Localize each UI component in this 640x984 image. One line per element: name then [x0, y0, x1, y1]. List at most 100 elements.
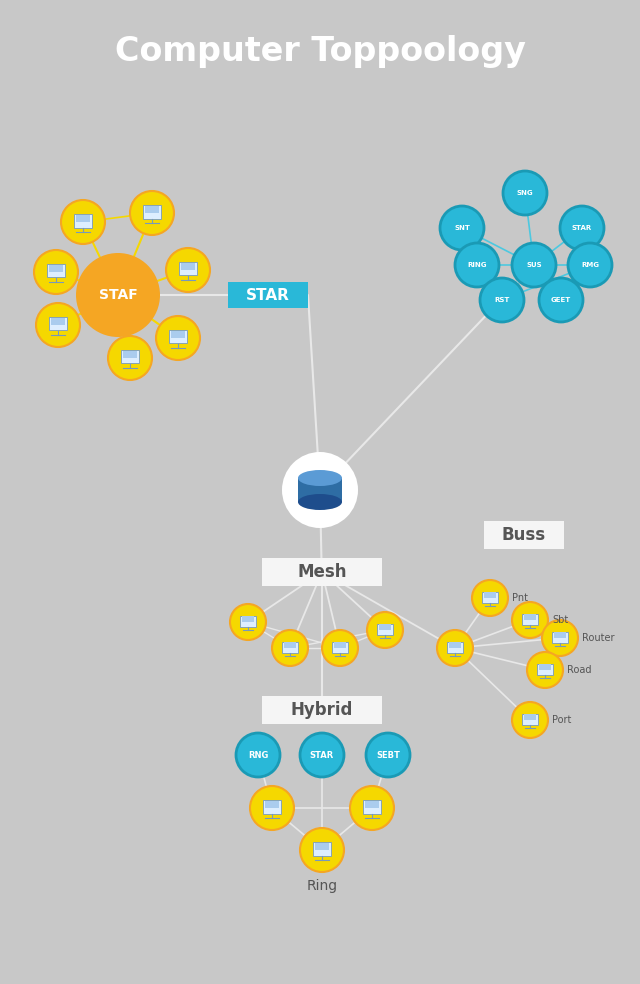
Circle shape	[272, 630, 308, 666]
FancyBboxPatch shape	[332, 642, 348, 652]
FancyBboxPatch shape	[522, 713, 538, 724]
Circle shape	[250, 786, 294, 830]
FancyBboxPatch shape	[170, 331, 186, 338]
FancyBboxPatch shape	[447, 642, 463, 652]
FancyBboxPatch shape	[554, 633, 566, 638]
Text: SEBT: SEBT	[376, 751, 400, 760]
Circle shape	[560, 206, 604, 250]
Circle shape	[512, 702, 548, 738]
FancyBboxPatch shape	[180, 263, 195, 270]
Circle shape	[282, 452, 358, 528]
FancyBboxPatch shape	[51, 318, 65, 325]
Circle shape	[236, 733, 280, 777]
Circle shape	[166, 248, 210, 292]
Circle shape	[34, 250, 78, 294]
FancyBboxPatch shape	[242, 616, 254, 622]
Circle shape	[36, 303, 80, 347]
FancyBboxPatch shape	[522, 614, 538, 625]
Circle shape	[503, 171, 547, 215]
Circle shape	[455, 243, 499, 287]
FancyBboxPatch shape	[241, 616, 255, 627]
Text: Hybrid: Hybrid	[291, 701, 353, 719]
Circle shape	[76, 253, 160, 337]
Ellipse shape	[298, 470, 342, 486]
Text: Buss: Buss	[502, 526, 546, 544]
Text: RNG: RNG	[248, 751, 268, 760]
FancyBboxPatch shape	[264, 801, 280, 808]
Circle shape	[130, 191, 174, 235]
FancyBboxPatch shape	[484, 521, 564, 549]
FancyBboxPatch shape	[262, 558, 382, 586]
FancyBboxPatch shape	[378, 624, 393, 635]
Circle shape	[539, 278, 583, 322]
FancyBboxPatch shape	[122, 351, 138, 357]
Circle shape	[61, 200, 105, 244]
Text: STAR: STAR	[572, 225, 592, 231]
Text: Sbt: Sbt	[552, 615, 568, 625]
Circle shape	[472, 580, 508, 616]
FancyBboxPatch shape	[49, 265, 63, 272]
Text: SNG: SNG	[516, 190, 533, 196]
Ellipse shape	[298, 494, 342, 510]
FancyBboxPatch shape	[379, 624, 391, 630]
FancyBboxPatch shape	[169, 331, 188, 343]
FancyBboxPatch shape	[47, 265, 65, 277]
FancyBboxPatch shape	[539, 664, 551, 670]
Circle shape	[527, 652, 563, 688]
Text: STAF: STAF	[99, 288, 138, 302]
FancyBboxPatch shape	[145, 206, 159, 213]
FancyBboxPatch shape	[363, 800, 381, 814]
Text: Pnt: Pnt	[512, 593, 528, 603]
FancyBboxPatch shape	[228, 282, 308, 308]
FancyBboxPatch shape	[334, 643, 346, 647]
Text: RST: RST	[494, 297, 509, 303]
Circle shape	[512, 243, 556, 287]
FancyBboxPatch shape	[121, 350, 140, 363]
FancyBboxPatch shape	[484, 592, 496, 597]
FancyBboxPatch shape	[262, 800, 282, 814]
Text: RING: RING	[467, 262, 487, 268]
FancyBboxPatch shape	[483, 591, 498, 602]
FancyBboxPatch shape	[298, 478, 342, 502]
Text: SUS: SUS	[526, 262, 542, 268]
FancyBboxPatch shape	[449, 643, 461, 647]
FancyBboxPatch shape	[49, 317, 67, 331]
Text: Router: Router	[582, 633, 614, 643]
FancyBboxPatch shape	[143, 206, 161, 218]
Text: Mesh: Mesh	[297, 563, 347, 581]
Circle shape	[542, 620, 578, 656]
FancyBboxPatch shape	[313, 842, 332, 855]
Text: Computer Toppoology: Computer Toppoology	[115, 35, 525, 69]
Text: Road: Road	[567, 665, 591, 675]
Text: Ring: Ring	[307, 879, 337, 893]
Circle shape	[512, 602, 548, 638]
Text: RMG: RMG	[581, 262, 599, 268]
FancyBboxPatch shape	[314, 843, 330, 849]
Text: GEET: GEET	[551, 297, 571, 303]
FancyBboxPatch shape	[524, 614, 536, 620]
FancyBboxPatch shape	[284, 643, 296, 647]
FancyBboxPatch shape	[524, 714, 536, 719]
FancyBboxPatch shape	[282, 642, 298, 652]
Circle shape	[350, 786, 394, 830]
Circle shape	[156, 316, 200, 360]
Text: STAR: STAR	[310, 751, 334, 760]
FancyBboxPatch shape	[365, 801, 380, 808]
Circle shape	[322, 630, 358, 666]
Circle shape	[480, 278, 524, 322]
Text: STAR: STAR	[246, 287, 290, 302]
Text: Port: Port	[552, 715, 572, 725]
Circle shape	[108, 336, 152, 380]
Circle shape	[367, 612, 403, 648]
FancyBboxPatch shape	[262, 696, 382, 724]
Circle shape	[568, 243, 612, 287]
Circle shape	[300, 828, 344, 872]
FancyBboxPatch shape	[74, 215, 92, 227]
Circle shape	[366, 733, 410, 777]
FancyBboxPatch shape	[76, 215, 90, 221]
FancyBboxPatch shape	[552, 632, 568, 643]
Circle shape	[230, 604, 266, 640]
Circle shape	[440, 206, 484, 250]
Text: SNT: SNT	[454, 225, 470, 231]
FancyBboxPatch shape	[179, 263, 197, 276]
